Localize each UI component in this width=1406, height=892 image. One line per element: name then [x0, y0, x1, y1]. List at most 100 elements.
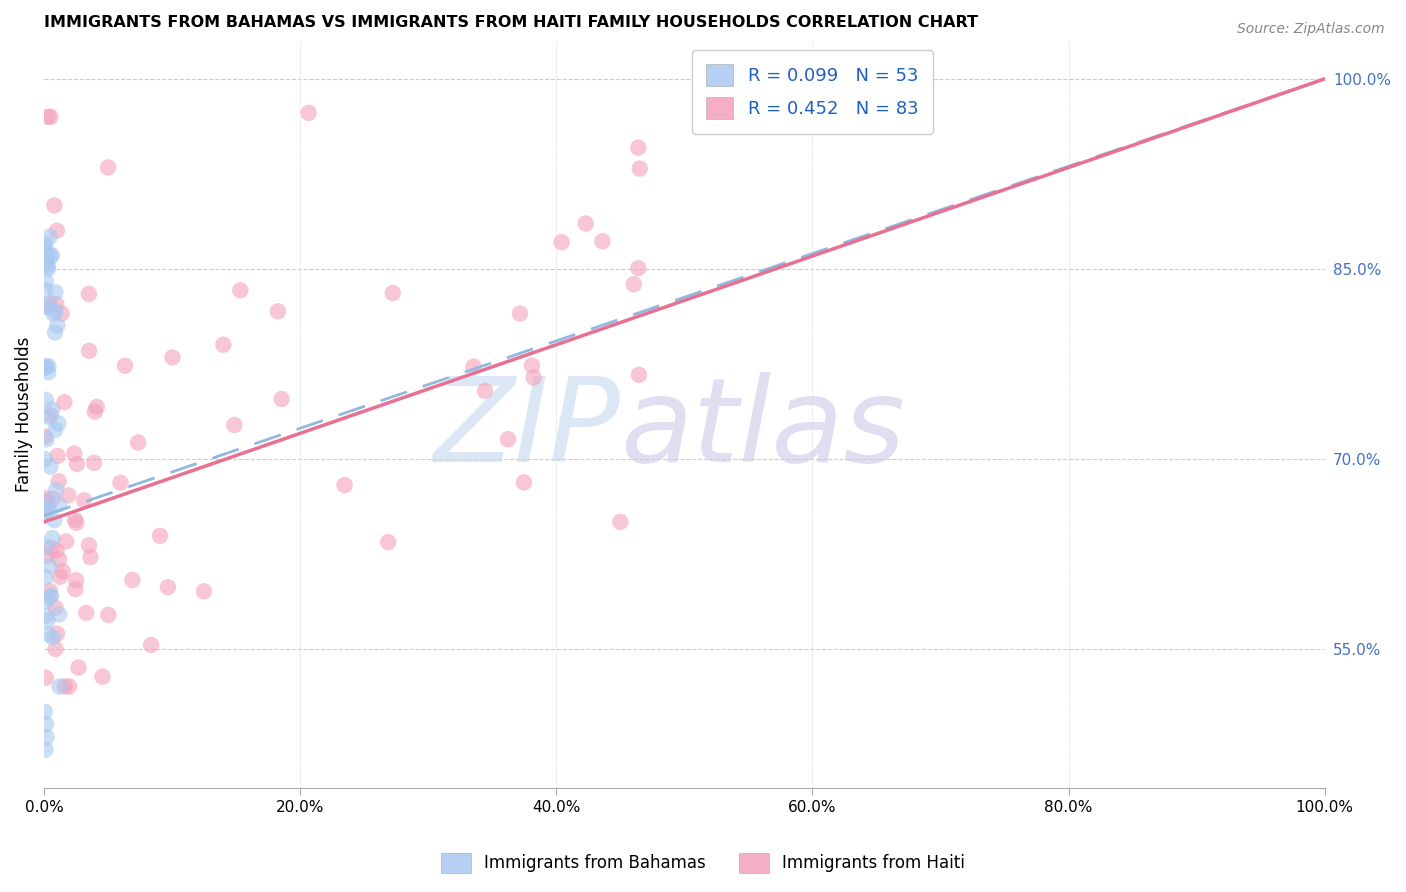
Point	[38, 297, 60, 311]
Point	[35, 432, 58, 446]
Point	[45, 483, 67, 497]
Text: ZIP: ZIP	[433, 372, 620, 486]
Point	[49, 570, 72, 584]
Legend: R = 0.099   N = 53, R = 0.452   N = 83: R = 0.099 N = 53, R = 0.452 N = 83	[692, 50, 934, 134]
Point	[44, 600, 66, 615]
Point	[46, 318, 69, 333]
Point	[48, 607, 70, 622]
Point	[37, 495, 59, 509]
Point	[77, 538, 100, 552]
Point	[44, 326, 66, 340]
Point	[77, 343, 100, 358]
Point	[45, 297, 67, 311]
Point	[38, 502, 60, 516]
Point	[149, 529, 172, 543]
Point	[496, 432, 519, 446]
Point	[97, 161, 120, 175]
Point	[35, 549, 58, 563]
Point	[39, 590, 62, 604]
Point	[42, 307, 65, 321]
Point	[38, 583, 60, 598]
Point	[39, 541, 62, 555]
Point	[298, 106, 321, 120]
Point	[627, 261, 650, 276]
Point	[377, 535, 399, 549]
Point	[628, 161, 651, 176]
Point	[53, 680, 76, 694]
Point	[65, 574, 87, 588]
Point	[91, 670, 114, 684]
Legend: Immigrants from Bahamas, Immigrants from Haiti: Immigrants from Bahamas, Immigrants from…	[434, 847, 972, 880]
Point	[41, 402, 63, 417]
Text: atlas: atlas	[620, 372, 905, 486]
Point	[38, 300, 60, 314]
Point	[267, 304, 290, 318]
Point	[45, 224, 67, 238]
Point	[51, 307, 73, 321]
Point	[44, 285, 66, 300]
Point	[77, 287, 100, 301]
Point	[37, 613, 59, 627]
Point	[35, 392, 58, 407]
Point	[627, 141, 650, 155]
Point	[35, 717, 58, 731]
Point	[55, 534, 77, 549]
Point	[63, 446, 86, 460]
Point	[509, 307, 531, 321]
Point	[38, 627, 60, 641]
Point	[58, 680, 80, 694]
Point	[110, 475, 132, 490]
Point	[34, 300, 56, 314]
Point	[38, 229, 60, 244]
Point	[34, 743, 56, 757]
Point	[627, 368, 650, 382]
Point	[522, 370, 544, 384]
Point	[37, 259, 59, 273]
Point	[65, 516, 87, 530]
Point	[35, 730, 58, 744]
Point	[35, 504, 58, 518]
Point	[34, 236, 56, 251]
Point	[162, 351, 184, 365]
Point	[46, 626, 69, 640]
Point	[45, 641, 67, 656]
Point	[35, 274, 58, 288]
Point	[97, 607, 120, 622]
Point	[39, 110, 62, 124]
Point	[229, 283, 252, 297]
Point	[41, 248, 63, 262]
Point	[86, 400, 108, 414]
Point	[39, 408, 62, 422]
Point	[37, 365, 59, 379]
Point	[37, 359, 59, 373]
Point	[156, 580, 179, 594]
Point	[52, 565, 75, 579]
Point	[83, 404, 105, 418]
Point	[39, 589, 62, 603]
Point	[35, 608, 58, 623]
Point	[44, 304, 66, 318]
Point	[67, 660, 90, 674]
Point	[34, 506, 56, 520]
Point	[212, 337, 235, 351]
Point	[48, 552, 70, 566]
Point	[39, 459, 62, 474]
Point	[48, 680, 70, 694]
Point	[623, 277, 645, 292]
Point	[463, 359, 485, 374]
Point	[48, 475, 70, 489]
Point	[39, 249, 62, 263]
Text: IMMIGRANTS FROM BAHAMAS VS IMMIGRANTS FROM HAITI FAMILY HOUSEHOLDS CORRELATION C: IMMIGRANTS FROM BAHAMAS VS IMMIGRANTS FR…	[44, 15, 979, 30]
Point	[224, 417, 246, 432]
Text: Source: ZipAtlas.com: Source: ZipAtlas.com	[1237, 22, 1385, 37]
Point	[34, 705, 56, 719]
Point	[58, 488, 80, 502]
Point	[34, 360, 56, 375]
Point	[48, 498, 70, 512]
Point	[35, 491, 58, 506]
Point	[270, 392, 292, 406]
Point	[42, 630, 65, 644]
Point	[474, 384, 496, 398]
Point	[75, 606, 97, 620]
Point	[45, 543, 67, 558]
